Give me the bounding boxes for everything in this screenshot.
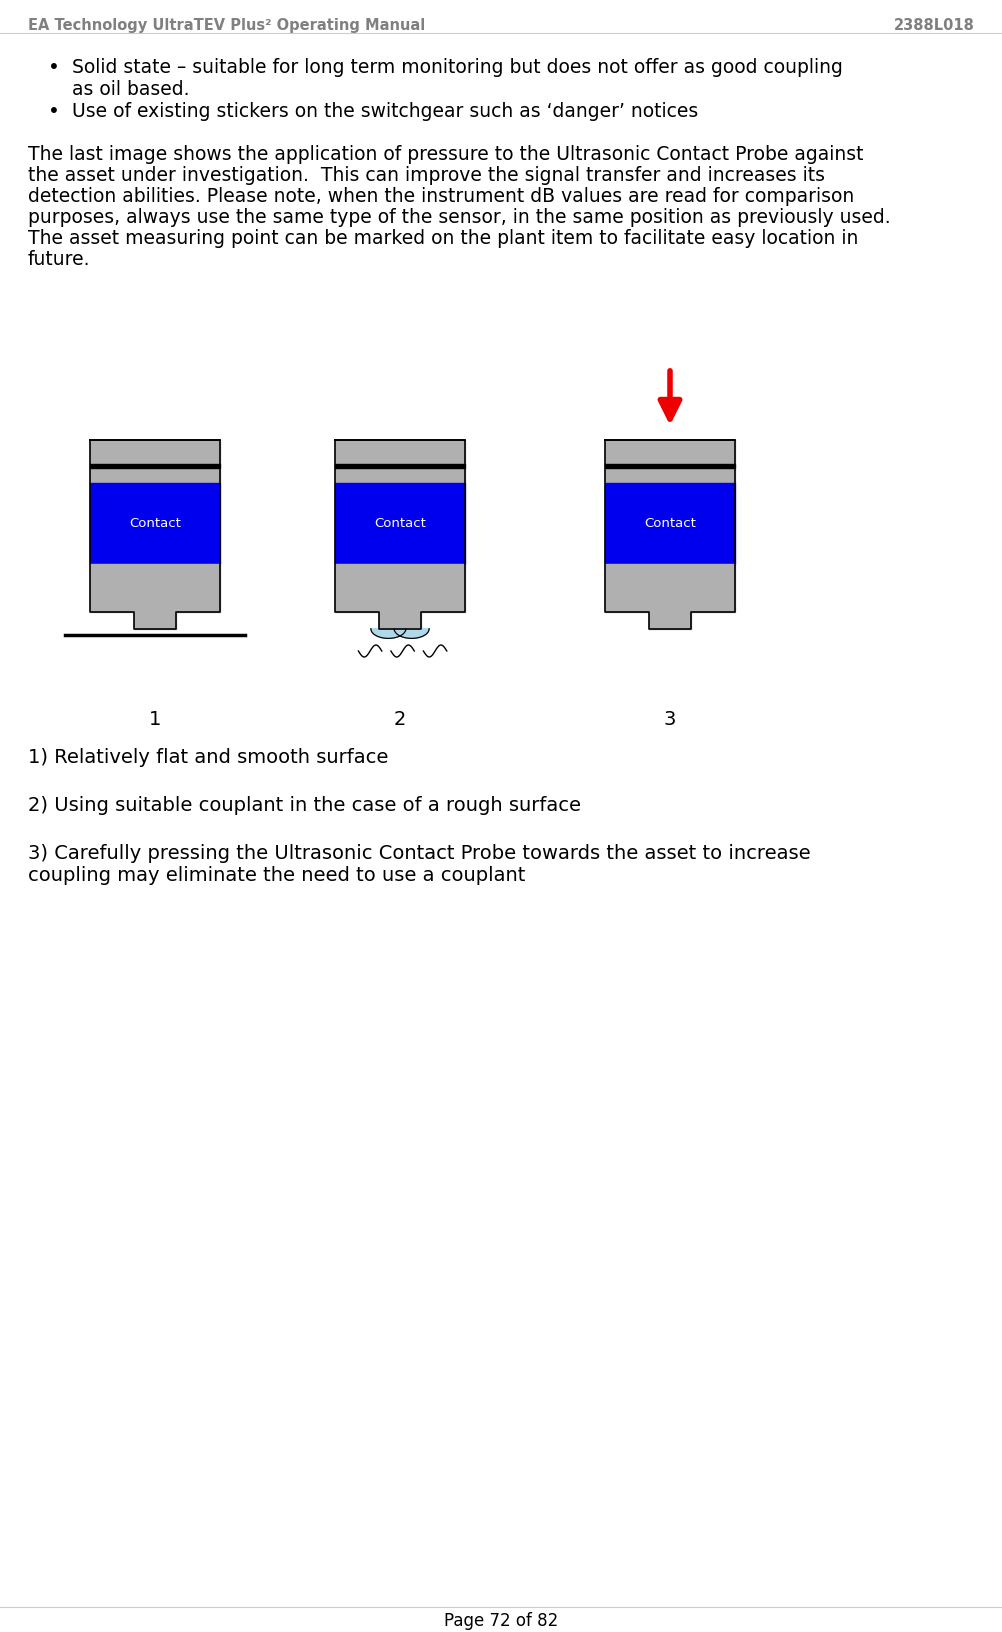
- Bar: [604, 483, 734, 565]
- Bar: [335, 565, 465, 612]
- Text: The last image shows the application of pressure to the Ultrasonic Contact Probe: The last image shows the application of …: [28, 145, 863, 163]
- Bar: [335, 467, 465, 483]
- Bar: [90, 463, 219, 467]
- Text: 3) Carefully pressing the Ultrasonic Contact Probe towards the asset to increase: 3) Carefully pressing the Ultrasonic Con…: [28, 844, 810, 863]
- Text: 2) Using suitable couplant in the case of a rough surface: 2) Using suitable couplant in the case o…: [28, 796, 580, 814]
- Bar: [335, 483, 465, 565]
- Bar: [604, 441, 734, 463]
- Text: Contact: Contact: [129, 517, 180, 530]
- Bar: [90, 467, 219, 483]
- Text: purposes, always use the same type of the sensor, in the same position as previo: purposes, always use the same type of th…: [28, 207, 890, 227]
- Bar: [648, 612, 690, 628]
- Bar: [134, 612, 175, 628]
- Text: •: •: [48, 101, 60, 121]
- Bar: [604, 565, 734, 612]
- Text: •: •: [48, 59, 60, 77]
- Text: 1) Relatively flat and smooth surface: 1) Relatively flat and smooth surface: [28, 747, 388, 767]
- Bar: [379, 612, 421, 628]
- Bar: [604, 467, 734, 483]
- Bar: [335, 441, 465, 463]
- Text: detection abilities. Please note, when the instrument dB values are read for com: detection abilities. Please note, when t…: [28, 188, 854, 206]
- Text: Contact: Contact: [374, 517, 426, 530]
- Text: 2: 2: [394, 710, 406, 730]
- Text: 1: 1: [148, 710, 161, 730]
- Bar: [335, 463, 465, 467]
- Polygon shape: [371, 628, 406, 638]
- Text: The asset measuring point can be marked on the plant item to facilitate easy loc: The asset measuring point can be marked …: [28, 228, 858, 248]
- Text: Contact: Contact: [643, 517, 695, 530]
- Bar: [604, 463, 734, 467]
- Text: Page 72 of 82: Page 72 of 82: [444, 1612, 557, 1630]
- Text: future.: future.: [28, 250, 90, 269]
- Text: coupling may eliminate the need to use a couplant: coupling may eliminate the need to use a…: [28, 867, 525, 885]
- Text: Solid state – suitable for long term monitoring but does not offer as good coupl: Solid state – suitable for long term mon…: [72, 59, 842, 77]
- Text: 2388L018: 2388L018: [893, 18, 974, 33]
- Polygon shape: [394, 628, 429, 638]
- Text: the asset under investigation.  This can improve the signal transfer and increas: the asset under investigation. This can …: [28, 166, 825, 184]
- Text: as oil based.: as oil based.: [72, 80, 189, 100]
- Text: 3: 3: [663, 710, 675, 730]
- Bar: [90, 565, 219, 612]
- Text: EA Technology UltraTEV Plus² Operating Manual: EA Technology UltraTEV Plus² Operating M…: [28, 18, 425, 33]
- Text: Use of existing stickers on the switchgear such as ‘danger’ notices: Use of existing stickers on the switchge…: [72, 101, 697, 121]
- Bar: [90, 441, 219, 463]
- Bar: [90, 483, 219, 565]
